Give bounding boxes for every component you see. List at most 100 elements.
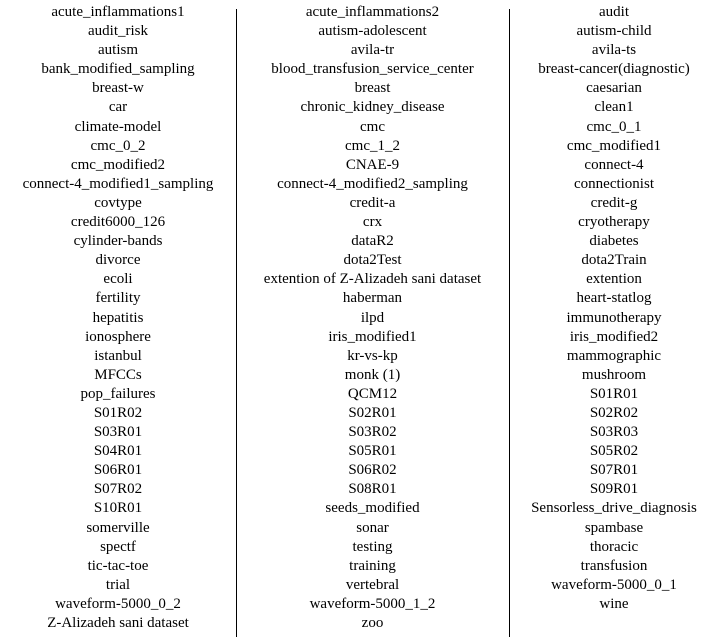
table-cell: divorce	[95, 252, 141, 269]
table-cell: credit-g	[590, 194, 638, 211]
table-cell: heart-statlog	[576, 290, 652, 307]
column-divider-1	[236, 9, 237, 637]
table-cell: car	[108, 99, 128, 116]
table-cell: S01R02	[93, 404, 143, 421]
column-divider-2	[509, 9, 510, 637]
table-cell: blood_transfusion_service_center	[271, 61, 474, 78]
table-cell: credit6000_126	[70, 214, 166, 231]
table-cell: cmc_modified1	[566, 137, 662, 154]
table-cell: extention of Z-Alizadeh sani dataset	[263, 271, 482, 288]
table-cell: autism-child	[576, 23, 652, 40]
table-cell: spambase	[584, 519, 644, 536]
table-cell: S04R01	[93, 443, 143, 460]
table-cell: sonar	[356, 519, 389, 536]
table-cell: bank_modified_sampling	[41, 61, 195, 78]
table-cell: covtype	[94, 194, 142, 211]
table-cell: connect-4	[584, 156, 644, 173]
table-cell: breast-cancer(diagnostic)	[538, 61, 690, 78]
table-cell: S05R01	[348, 443, 397, 460]
table-cell: cylinder-bands	[73, 233, 163, 250]
table-cell: dota2Test	[343, 252, 402, 269]
table-cell: dota2Train	[581, 252, 647, 269]
table-cell: audit_risk	[88, 23, 148, 40]
table-cell: clean1	[594, 99, 634, 116]
table-cell: immunotherapy	[566, 309, 662, 326]
table-cell: transfusion	[580, 557, 648, 574]
table-cell: credit-a	[349, 194, 396, 211]
table-cell: istanbul	[94, 347, 142, 364]
table-cell: mammographic	[566, 347, 662, 364]
table-column-2: acute_inflammations2 autism-adolescent avi…	[236, 3, 509, 637]
table-cell: thoracic	[589, 538, 639, 555]
table-cell: zoo	[361, 615, 384, 631]
table-cell: wine	[599, 595, 629, 612]
table-cell: monk (1)	[344, 366, 401, 383]
table-cell: cmc_1_2	[345, 137, 400, 154]
table-cell: acute_inflammations1	[51, 4, 185, 20]
table-cell: connect-4_modified1_sampling	[22, 175, 214, 192]
table-column-3: audit autism-child avila-ts breast-cancer(d…	[509, 3, 719, 637]
table-cell: cmc_modified2	[70, 156, 166, 173]
table-cell: Z-Alizadeh sani dataset	[47, 615, 189, 631]
table-cell: S02R02	[589, 404, 639, 421]
table-cell: acute_inflammations2	[305, 4, 440, 20]
table-cell: diabetes	[589, 233, 639, 250]
table-cell: mushroom	[581, 366, 647, 383]
table-cell: S08R01	[348, 481, 397, 498]
table-cell: breast	[354, 80, 391, 97]
table-cell: autism-adolescent	[318, 23, 427, 40]
table-cell: connect-4_modified2_sampling	[277, 175, 468, 192]
table-cell: MFCCs	[94, 366, 142, 383]
table-cell: spectf	[100, 538, 136, 555]
table-cell: extention	[586, 271, 642, 288]
table-cell: kr-vs-kp	[347, 347, 398, 364]
table-cell: seeds_modified	[325, 500, 420, 517]
table-cell: S07R02	[93, 481, 143, 498]
table-cell: somerville	[86, 519, 150, 536]
table-cell: iris_modified2	[569, 328, 659, 345]
table-cell: audit	[599, 4, 629, 20]
table-cell: S01R01	[589, 385, 639, 402]
table-cell: trial	[105, 576, 131, 593]
table-cell: S03R03	[589, 424, 639, 441]
table-cell: dataR2	[351, 233, 394, 250]
table-cell: crx	[362, 214, 383, 231]
table-cell: S07R01	[589, 462, 639, 479]
table-cell: hepatitis	[92, 309, 144, 326]
table-cell: iris_modified1	[328, 328, 417, 345]
table-cell: breast-w	[92, 80, 144, 97]
table-cell: ecoli	[103, 271, 133, 288]
table-cell: ilpd	[360, 309, 385, 326]
table-cell: fertility	[95, 290, 141, 307]
table-cell: climate-model	[74, 118, 162, 135]
table-cell: S05R02	[589, 443, 639, 460]
table-cell: S03R01	[93, 424, 143, 441]
table-cell: CNAE-9	[345, 156, 400, 173]
table-cell: cmc_0_2	[90, 137, 146, 154]
table-cell: waveform-5000_0_2	[55, 595, 181, 612]
table-cell: avila-tr	[350, 42, 395, 59]
table-cell: autism	[98, 42, 138, 59]
table-cell: haberman	[342, 290, 403, 307]
table-cell: tic-tac-toe	[87, 557, 149, 574]
table-cell: QCM12	[347, 385, 398, 402]
table-cell: avila-ts	[591, 42, 637, 59]
table-cell: S03R02	[348, 424, 397, 441]
table-cell: S09R01	[589, 481, 639, 498]
table-cell: ionosphere	[85, 328, 151, 345]
table-cell: Sensorless_drive_diagnosis	[531, 500, 697, 517]
table-cell: waveform-5000_0_1	[551, 576, 677, 593]
table-cell: chronic_kidney_disease	[300, 99, 445, 116]
table-cell: cmc_0_1	[586, 118, 642, 135]
table-cell: pop_failures	[80, 385, 156, 402]
table-cell: S06R01	[93, 462, 143, 479]
table-cell: S02R01	[348, 404, 397, 421]
table-cell: S10R01	[93, 500, 143, 517]
table-cell: S06R02	[348, 462, 397, 479]
table-cell: connectionist	[574, 175, 654, 192]
table-cell: vertebral	[345, 576, 400, 593]
table-cell: cmc	[360, 118, 385, 135]
table-cell: testing	[352, 538, 393, 555]
